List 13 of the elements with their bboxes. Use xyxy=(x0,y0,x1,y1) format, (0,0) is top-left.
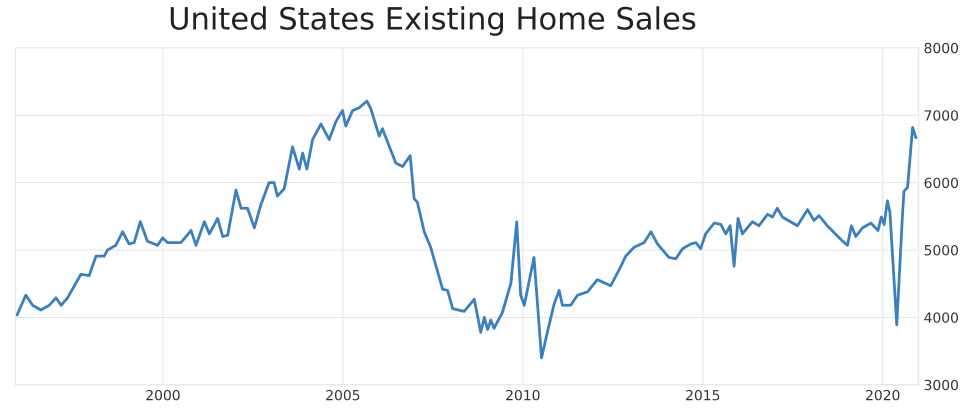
y-tick-label: 5000 xyxy=(924,244,958,256)
x-tick-label: 2010 xyxy=(506,390,540,400)
y-tick-label: 8000 xyxy=(924,42,958,54)
line-series xyxy=(16,100,918,360)
y-tick-label: 4000 xyxy=(924,312,958,323)
x-tick-label: 2000 xyxy=(146,390,180,400)
y-tick-label: 3000 xyxy=(924,380,958,390)
y-tick-label: 7000 xyxy=(924,110,958,121)
x-tick-label: 2015 xyxy=(686,390,720,400)
x-tick-label: 2020 xyxy=(866,390,900,400)
y-tick-label: 6000 xyxy=(924,178,958,188)
chart-title: United States Existing Home Sales xyxy=(170,6,696,36)
x-tick-label: 2005 xyxy=(326,390,360,400)
